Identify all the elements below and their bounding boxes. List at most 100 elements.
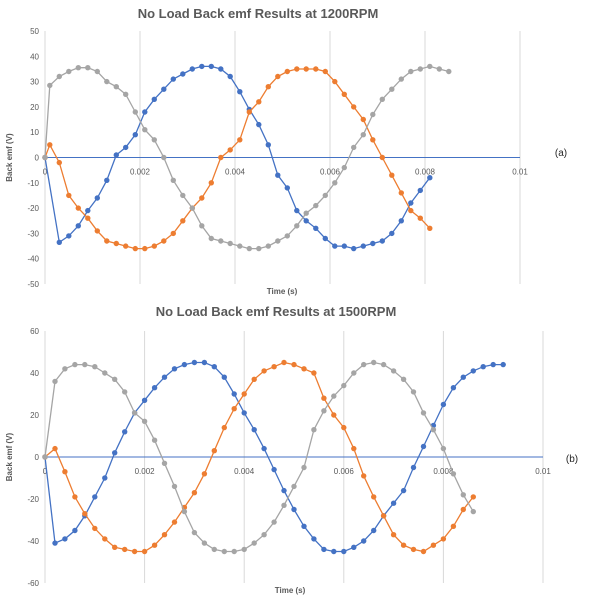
data-point xyxy=(102,475,108,481)
data-point xyxy=(142,127,148,133)
x-tick-label: 0.008 xyxy=(433,467,454,476)
data-point xyxy=(450,471,457,477)
y-tick-label: -40 xyxy=(27,255,39,264)
y-tick-label: 0 xyxy=(35,154,40,163)
y-tick-label: 40 xyxy=(30,52,39,61)
y-tick-label: -60 xyxy=(27,579,39,588)
data-point xyxy=(151,137,157,143)
data-point xyxy=(112,376,118,382)
data-point xyxy=(132,245,138,252)
data-point xyxy=(241,546,247,553)
data-point xyxy=(371,494,377,500)
y-tick-label: 0 xyxy=(35,453,40,462)
data-point xyxy=(291,483,297,490)
data-point xyxy=(141,548,148,555)
data-point xyxy=(303,218,309,224)
data-point xyxy=(311,370,317,376)
data-point xyxy=(56,159,62,166)
data-point xyxy=(227,240,233,247)
data-point xyxy=(66,192,72,199)
data-point xyxy=(313,66,319,72)
y-tick-label: -20 xyxy=(27,204,39,213)
data-point xyxy=(132,109,138,115)
data-point xyxy=(379,238,385,244)
data-point xyxy=(351,370,357,376)
data-point xyxy=(341,424,347,431)
y-tick-label: 30 xyxy=(30,78,39,87)
data-point xyxy=(311,536,317,542)
data-point xyxy=(389,86,395,92)
data-point xyxy=(72,527,78,534)
data-point xyxy=(265,142,271,148)
data-point xyxy=(241,410,247,416)
data-point xyxy=(180,192,186,199)
data-point xyxy=(180,218,186,224)
data-point xyxy=(92,364,98,370)
data-point xyxy=(199,223,205,229)
data-point xyxy=(390,368,397,374)
data-point xyxy=(410,546,417,553)
data-point xyxy=(291,506,297,513)
data-point xyxy=(470,494,476,500)
data-point xyxy=(440,536,447,542)
data-point xyxy=(321,395,327,401)
y-tick-label: -50 xyxy=(27,280,39,289)
data-point xyxy=(261,532,267,538)
data-point xyxy=(201,471,208,477)
data-point xyxy=(331,412,337,418)
panel-label: (a) xyxy=(555,148,567,159)
data-point xyxy=(389,230,395,237)
data-point xyxy=(161,374,168,380)
data-point xyxy=(104,177,110,183)
data-point xyxy=(237,243,243,249)
data-point xyxy=(322,68,328,75)
data-point xyxy=(331,393,337,399)
data-point xyxy=(371,527,377,534)
data-point xyxy=(180,71,186,77)
data-point xyxy=(62,366,68,372)
data-point xyxy=(331,548,337,555)
data-point xyxy=(361,473,367,479)
data-point xyxy=(398,76,404,82)
data-point xyxy=(131,548,138,555)
data-point xyxy=(341,164,347,171)
data-point xyxy=(321,408,327,414)
data-point xyxy=(281,502,287,508)
y-tick-label: -20 xyxy=(27,495,39,504)
data-point xyxy=(191,490,198,496)
data-point xyxy=(72,494,78,500)
data-point xyxy=(398,190,404,196)
data-point xyxy=(56,239,62,245)
data-point xyxy=(460,374,466,380)
data-point xyxy=(142,109,148,115)
data-point xyxy=(398,218,404,224)
data-point xyxy=(102,370,108,376)
x-tick-label: 0.01 xyxy=(535,467,551,476)
data-point xyxy=(191,359,198,366)
data-point xyxy=(161,460,168,466)
data-point xyxy=(42,454,48,460)
data-point xyxy=(191,529,198,536)
data-point xyxy=(360,116,366,123)
data-point xyxy=(151,96,157,103)
y-tick-label: -10 xyxy=(27,179,39,188)
x-tick-label: 0 xyxy=(43,168,48,177)
data-point xyxy=(303,66,309,72)
data-point xyxy=(221,424,227,431)
data-point xyxy=(113,152,120,158)
data-point xyxy=(47,142,53,148)
data-point xyxy=(218,66,224,72)
y-axis-label: Back emf (V) xyxy=(5,133,14,182)
data-point xyxy=(351,104,357,110)
data-point xyxy=(436,66,442,72)
data-point xyxy=(251,427,257,433)
data-point xyxy=(361,361,367,368)
data-point xyxy=(265,84,271,90)
x-axis-label: Time (s) xyxy=(267,287,298,296)
data-point xyxy=(410,464,417,471)
data-point xyxy=(301,366,307,372)
chart-panel-b: -60 -40 -20 0 20 40 60 0 0.002 0.004 0.006 0.008 0.0… xyxy=(5,304,578,595)
data-point xyxy=(82,361,88,368)
data-point xyxy=(275,73,281,80)
